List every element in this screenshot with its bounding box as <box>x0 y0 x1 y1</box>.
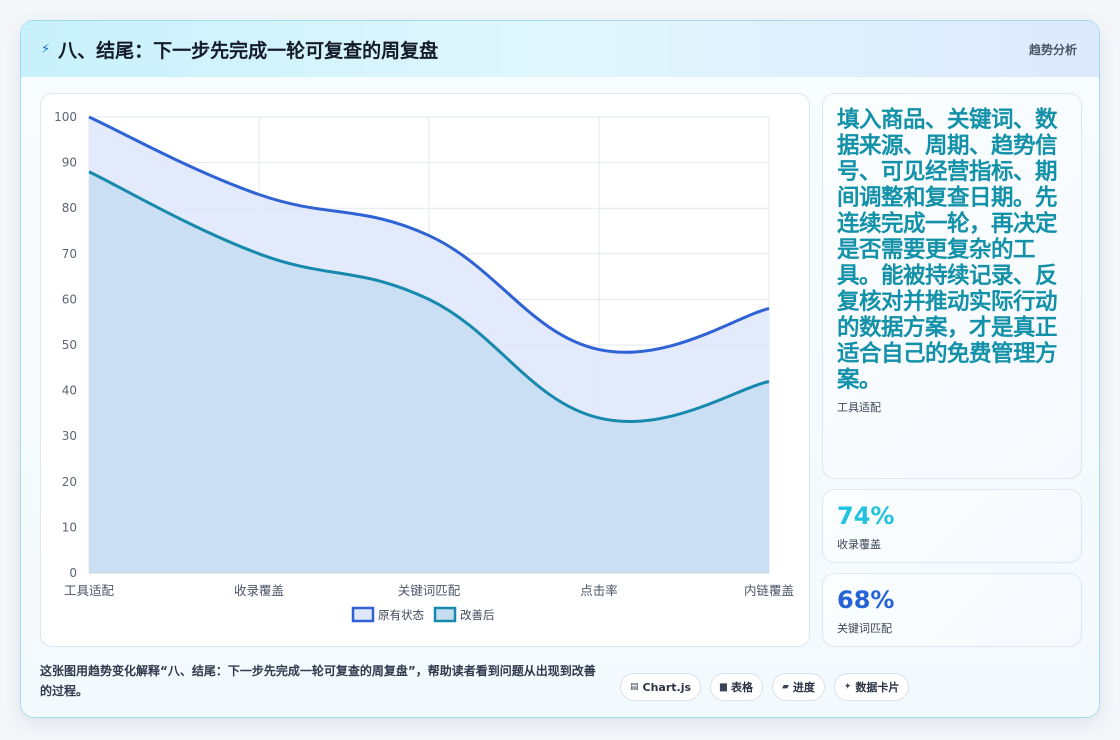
y-tick-label: 70 <box>62 247 77 261</box>
y-tick-label: 10 <box>62 520 77 534</box>
summary-text: 填入商品、关键词、数据来源、周期、趋势信号、可见经营指标、期间调整和复查日期。先… <box>837 107 1058 393</box>
metric-card-keyword: 68% 关键词匹配 <box>822 573 1082 647</box>
chip-data-card[interactable]: ✦ 数据卡片 <box>833 673 910 701</box>
series-line-1 <box>88 170 770 423</box>
metric-card-coverage: 74% 收录覆盖 <box>822 489 1082 563</box>
legend-label-1: 改善后 <box>460 608 495 622</box>
x-tick-label: 收录覆盖 <box>234 583 284 598</box>
x-tick-label: 点击率 <box>580 583 618 598</box>
legend-label-0: 原有状态 <box>378 608 424 622</box>
y-tick-label: 90 <box>62 156 77 170</box>
title-wrap: ⚡ 八、结尾：下一步先完成一轮可复查的周复盘 <box>41 36 438 63</box>
x-tick-label: 工具适配 <box>64 583 115 598</box>
metric-label-coverage: 收录覆盖 <box>837 538 881 551</box>
chip-table[interactable]: ▆ 表格 <box>710 673 763 701</box>
chip-progress[interactable]: ▰ 进度 <box>771 673 825 701</box>
area-chart: 0 10 20 30 40 50 60 70 80 90 100 工具适配 收录覆盖 关键词匹配 点击率 内链… <box>54 110 794 623</box>
summary-card: 填入商品、关键词、数据来源、周期、趋势信号、可见经营指标、期间调整和复查日期。先… <box>822 93 1082 479</box>
chip-label: Chart.js <box>642 680 692 694</box>
y-tick-label: 60 <box>62 292 77 306</box>
series-area-1 <box>89 171 769 573</box>
x-tick-label: 内链覆盖 <box>744 583 794 598</box>
bolt-icon: ⚡ <box>41 41 51 57</box>
metric-label-keyword: 关键词匹配 <box>837 622 892 635</box>
metric-value-coverage: 74% <box>837 502 895 530</box>
legend-swatch-0 <box>351 606 375 623</box>
y-tick-label: 50 <box>62 338 77 352</box>
series-line-0 <box>88 115 770 354</box>
x-tick-label: 关键词匹配 <box>398 583 461 598</box>
body-area: 0 10 20 30 40 50 60 70 80 90 100 工具适配 收录覆盖 关键词匹配 点击率 内链… <box>21 77 1099 717</box>
y-tick-label: 0 <box>69 566 77 580</box>
header-tag: 趋势分析 <box>1028 42 1077 57</box>
y-tick-label: 30 <box>62 429 77 443</box>
card-header: ⚡ 八、结尾：下一步先完成一轮可复查的周复盘 趋势分析 <box>21 21 1099 77</box>
page-title: 八、结尾：下一步先完成一轮可复查的周复盘 <box>58 39 439 62</box>
legend-swatch-1 <box>433 606 457 623</box>
chip-label: 表格 <box>730 681 753 694</box>
chip-label: 进度 <box>792 681 815 694</box>
chart-card: 0 10 20 30 40 50 60 70 80 90 100 工具适配 收录覆盖 关键词匹配 点击率 内链… <box>40 93 810 647</box>
y-tick-label: 80 <box>62 201 77 215</box>
main-card: ⚡ 八、结尾：下一步先完成一轮可复查的周复盘 趋势分析 0 10 20 30 40 50 6… <box>20 20 1100 718</box>
chip-row: ▤ Chart.js ▆ 表格 ▰ 进度 ✦ 数据卡片 <box>620 673 910 701</box>
chart-icon: ▤ <box>630 682 639 692</box>
y-tick-label: 40 <box>62 384 77 398</box>
progress-icon: ▰ <box>781 682 789 692</box>
y-tick-label: 100 <box>54 110 77 124</box>
y-tick-label: 20 <box>62 475 77 489</box>
chip-label: 数据卡片 <box>855 681 900 694</box>
summary-label: 工具适配 <box>837 401 881 414</box>
chip-chartjs[interactable]: ▤ Chart.js <box>620 673 702 701</box>
metric-value-keyword: 68% <box>837 586 895 614</box>
table-icon: ▆ <box>720 682 727 692</box>
sparkle-icon: ✦ <box>843 682 852 692</box>
chart-description: 这张图用趋势变化解释“八、结尾：下一步先完成一轮可复查的周复盘”，帮助读者看到问… <box>40 664 596 698</box>
